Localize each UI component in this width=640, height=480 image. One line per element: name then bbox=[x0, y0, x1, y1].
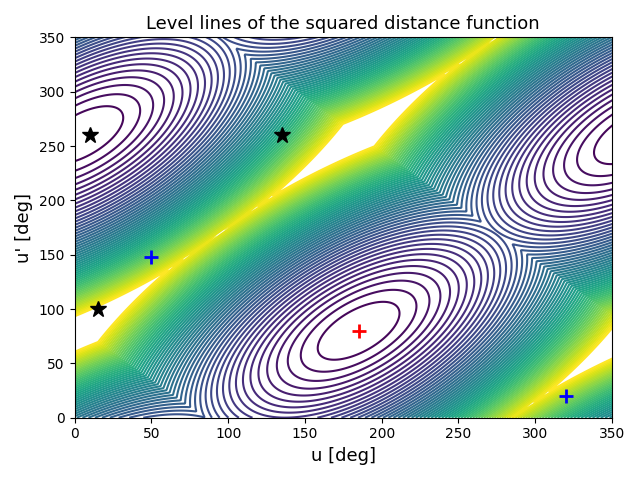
Y-axis label: u' [deg]: u' [deg] bbox=[15, 192, 33, 263]
X-axis label: u [deg]: u [deg] bbox=[311, 447, 376, 465]
Title: Level lines of the squared distance function: Level lines of the squared distance func… bbox=[147, 15, 540, 33]
